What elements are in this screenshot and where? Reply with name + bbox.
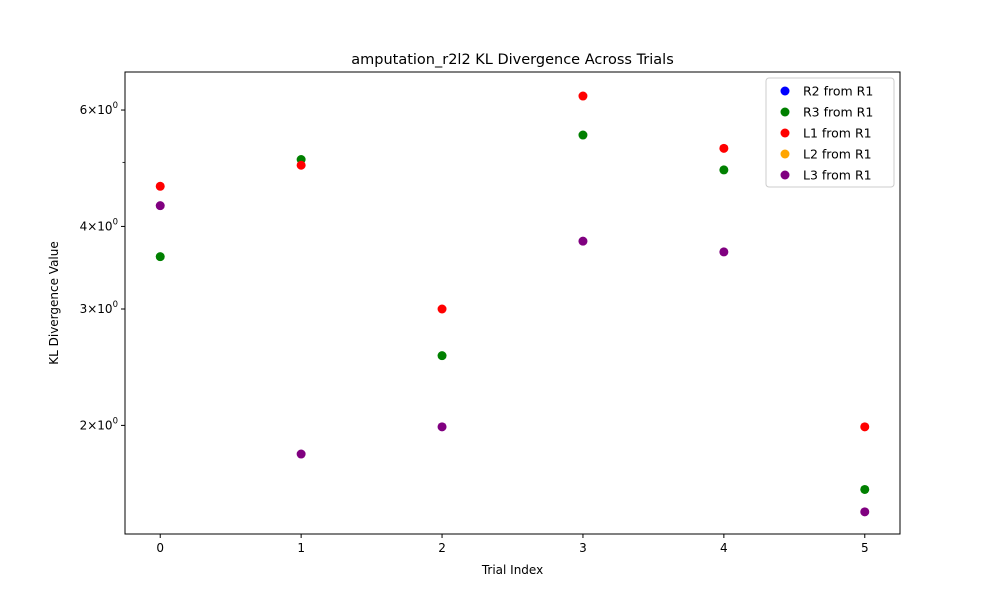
- legend-label: L2 from R1: [803, 147, 872, 162]
- data-point: [155, 252, 165, 262]
- y-tick-base: 6×10: [80, 103, 113, 117]
- x-axis-label: Trial Index: [481, 563, 543, 577]
- x-tick-label: 3: [579, 541, 587, 555]
- data-point: [437, 304, 447, 314]
- x-axis-ticks: 0 1 2 3 4 5: [156, 534, 869, 555]
- data-point: [860, 484, 870, 494]
- legend-box: [765, 77, 895, 188]
- y-tick-label: 4×100: [80, 217, 118, 233]
- legend-marker: [780, 170, 790, 180]
- x-tick-label: 0: [156, 541, 164, 555]
- data-point: [719, 143, 729, 153]
- data-point: [578, 236, 588, 246]
- data-point: [296, 160, 306, 170]
- x-tick-label: 5: [861, 541, 869, 555]
- legend-label: R3 from R1: [803, 105, 873, 120]
- x-tick-label: 2: [438, 541, 446, 555]
- x-tick-label: 4: [720, 541, 728, 555]
- data-point: [437, 422, 447, 432]
- data-point: [578, 130, 588, 140]
- y-tick-base: 4×10: [80, 219, 113, 233]
- y-tick-label: 2×100: [80, 416, 118, 432]
- y-tick-exponent: 0: [113, 416, 118, 426]
- data-point: [155, 201, 165, 211]
- legend-marker: [780, 86, 790, 96]
- chart-title: amputation_r2l2 KL Divergence Across Tri…: [351, 52, 674, 68]
- data-point: [860, 507, 870, 517]
- legend-marker: [780, 149, 790, 159]
- y-tick-label: 3×100: [80, 300, 118, 316]
- y-tick-base: 3×10: [80, 302, 113, 316]
- legend-label: R2 from R1: [803, 84, 873, 99]
- data-points: [155, 91, 870, 517]
- y-tick-label: 6×100: [80, 101, 118, 117]
- y-tick-exponent: 0: [113, 300, 118, 310]
- data-point: [155, 181, 165, 191]
- legend-marker: [780, 128, 790, 138]
- legend-label: L3 from R1: [803, 168, 872, 183]
- data-point: [578, 91, 588, 101]
- legend: R2 from R1 R3 from R1 L1 from R1 L2 from R1…: [765, 77, 895, 188]
- y-tick-base: 2×10: [80, 418, 113, 432]
- y-axis-label: KL Divergence Value: [47, 241, 61, 365]
- data-point: [437, 351, 447, 361]
- y-tick-exponent: 0: [113, 217, 118, 227]
- data-point: [719, 165, 729, 175]
- legend-label: L1 from R1: [803, 126, 872, 141]
- data-point: [860, 422, 870, 432]
- data-point: [296, 449, 306, 459]
- legend-marker: [780, 107, 790, 117]
- y-tick-exponent: 0: [113, 101, 118, 111]
- data-point: [719, 247, 729, 257]
- x-tick-label: 1: [297, 541, 305, 555]
- plot-frame: [124, 71, 901, 535]
